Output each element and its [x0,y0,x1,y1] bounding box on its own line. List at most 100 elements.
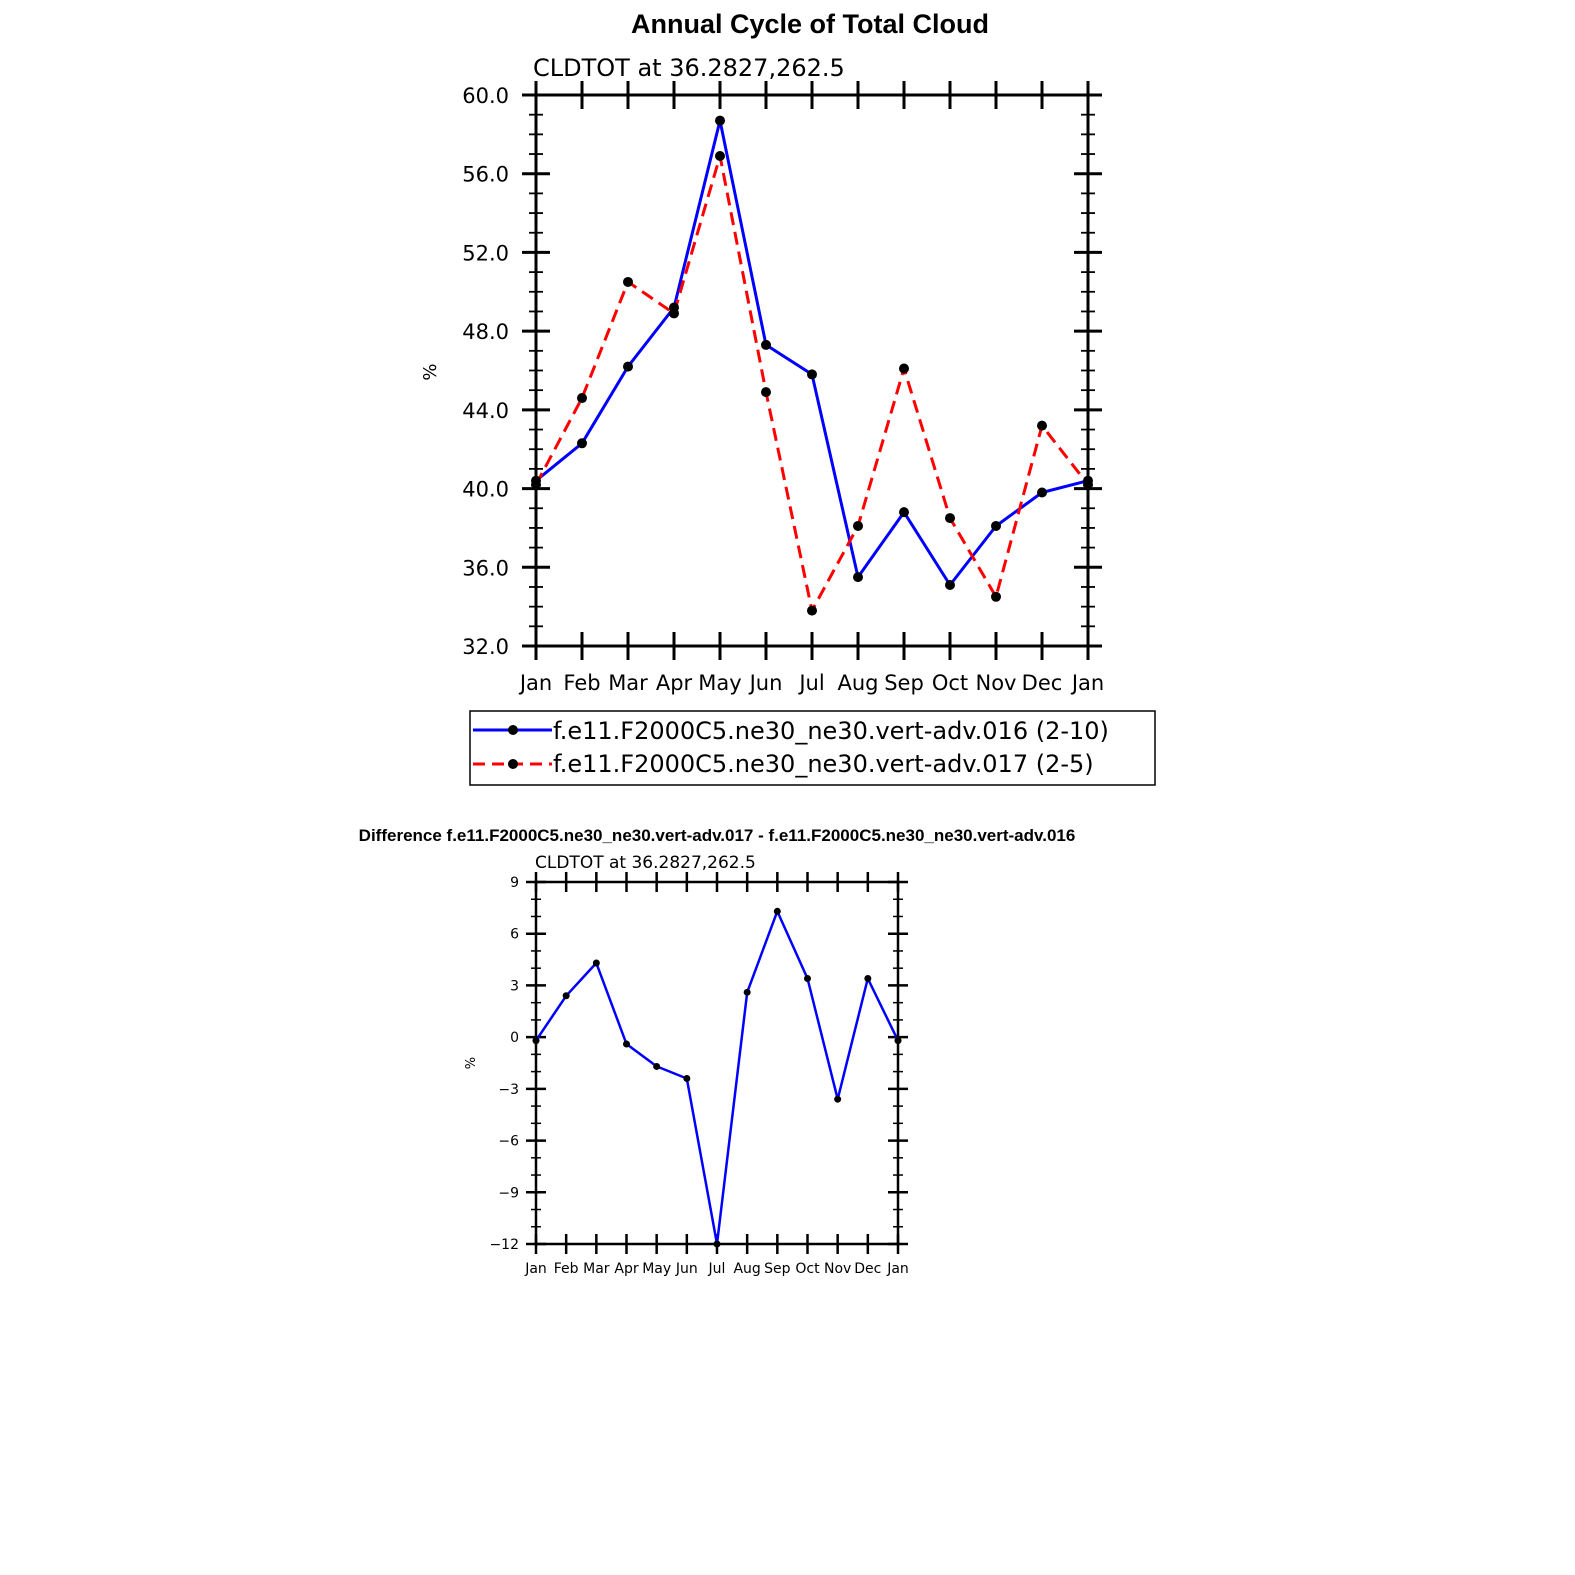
data-points [531,115,1093,616]
x-tick-label: Jun [748,671,783,695]
x-tick-label: Aug [837,671,878,695]
x-tick-label: Oct [795,1261,820,1277]
data-point [853,520,863,531]
x-tick-label: Oct [932,671,968,695]
y-tick-label: 32.0 [462,635,509,659]
x-tick-label: May [642,1261,671,1277]
x-tick-label: May [698,671,741,695]
data-point [653,1062,661,1070]
series-line-1 [534,910,900,1246]
data-point [834,1095,842,1103]
data-point [1037,420,1047,431]
y-tick-label: 36.0 [462,556,509,580]
difference-chart: Difference f.e11.F2000C5.ne30_ne30.vert-… [359,826,1076,1277]
x-tick-label: Jun [675,1261,698,1277]
x-tick-label: Mar [608,671,648,695]
series-lines [534,119,1090,613]
y-tick-label: −3 [498,1082,519,1098]
data-point [623,1040,630,1048]
y-tick-label: 6 [510,927,519,943]
annual-cycle-chart: Annual Cycle of Total Cloud CLDTOT at 36… [420,9,1156,786]
difference-y-axis-label: % [464,1057,479,1069]
chart-title: Annual Cycle of Total Cloud [631,9,989,39]
difference-tick-marks [526,872,908,1254]
x-tick-label: Jan [886,1261,909,1277]
data-point [761,339,771,350]
legend-marker-series-1 [508,725,518,735]
data-point [945,579,955,590]
legend: f.e11.F2000C5.ne30_ne30.vert-adv.016 (2-… [469,710,1156,786]
legend-label-series-1: f.e11.F2000C5.ne30_ne30.vert-adv.016 (2-… [553,717,1109,745]
data-point [773,907,781,915]
data-point [807,369,817,380]
data-point [592,959,600,967]
x-tick-label: Dec [1022,671,1063,695]
y-tick-label: 60.0 [462,84,509,108]
y-tick-label: −6 [498,1134,519,1150]
x-tick-label: Jul [708,1261,726,1277]
x-tick-label: Sep [764,1261,791,1277]
legend-marker-series-2 [508,759,518,769]
data-point [623,361,633,372]
data-point [743,988,751,996]
legend-label-series-2: f.e11.F2000C5.ne30_ne30.vert-adv.017 (2-… [553,750,1094,778]
y-tick-label: 48.0 [462,320,509,344]
data-point [899,507,909,518]
data-point [1037,487,1047,498]
difference-y-tick-labels: 9 6 3 0 −3 −6 −9 −12 [489,875,519,1253]
y-tick-label: 3 [510,978,519,994]
y-tick-label: 52.0 [462,241,509,265]
data-point [807,605,817,616]
difference-series-line [534,910,900,1246]
data-point [669,308,679,319]
x-tick-labels: Jan Feb Mar Apr May Jun Jul Aug Sep Oct Nov Dec Jan [518,671,1104,695]
y-axis-label: % [420,363,441,380]
x-tick-label: Nov [824,1261,851,1277]
x-tick-label: Jan [518,671,552,695]
x-tick-label: Sep [884,671,924,695]
data-point [562,992,570,1000]
y-tick-label: −12 [489,1237,519,1253]
data-point [715,151,725,162]
x-tick-label: Apr [656,671,693,695]
y-tick-label: 44.0 [462,399,509,423]
y-tick-label: 0 [510,1030,519,1046]
y-tick-label: 56.0 [462,163,509,187]
x-tick-label: Dec [854,1261,881,1277]
data-point [991,520,1001,531]
x-tick-label: Jan [1070,671,1104,695]
y-tick-label: 40.0 [462,478,509,502]
data-point [804,975,811,983]
difference-plot-frame [534,880,900,1246]
x-tick-label: Jul [797,671,824,695]
x-tick-label: Jan [524,1261,547,1277]
x-tick-label: Mar [583,1261,610,1277]
chart-subtitle: CLDTOT at 36.2827,262.5 [533,54,845,82]
x-tick-label: Aug [733,1261,760,1277]
data-point [899,363,909,374]
plot-frame [534,93,1090,648]
difference-subtitle: CLDTOT at 36.2827,262.5 [535,853,756,873]
legend-box [469,710,1156,786]
y-tick-labels: 60.0 56.0 52.0 48.0 44.0 40.0 36.0 32.0 [462,84,509,659]
data-point [864,975,872,983]
data-point [683,1075,691,1083]
difference-x-tick-labels: Jan Feb Mar Apr May Jun Jul Aug Sep Oct Nov Dec Jan [524,1261,909,1277]
data-point [577,438,587,449]
x-tick-label: Nov [976,671,1017,695]
data-point [991,591,1001,602]
x-tick-label: Feb [563,671,600,695]
y-tick-label: 9 [510,875,519,891]
data-point [945,513,955,524]
data-point [853,572,863,583]
series-line-1 [535,119,1089,587]
data-point [623,276,633,287]
difference-title: Difference f.e11.F2000C5.ne30_ne30.vert-… [359,826,1076,845]
x-tick-label: Feb [554,1261,579,1277]
y-tick-label: −9 [498,1185,519,1201]
data-point [715,115,725,126]
data-point [761,387,771,398]
data-point [577,393,587,404]
x-tick-label: Apr [614,1261,638,1277]
